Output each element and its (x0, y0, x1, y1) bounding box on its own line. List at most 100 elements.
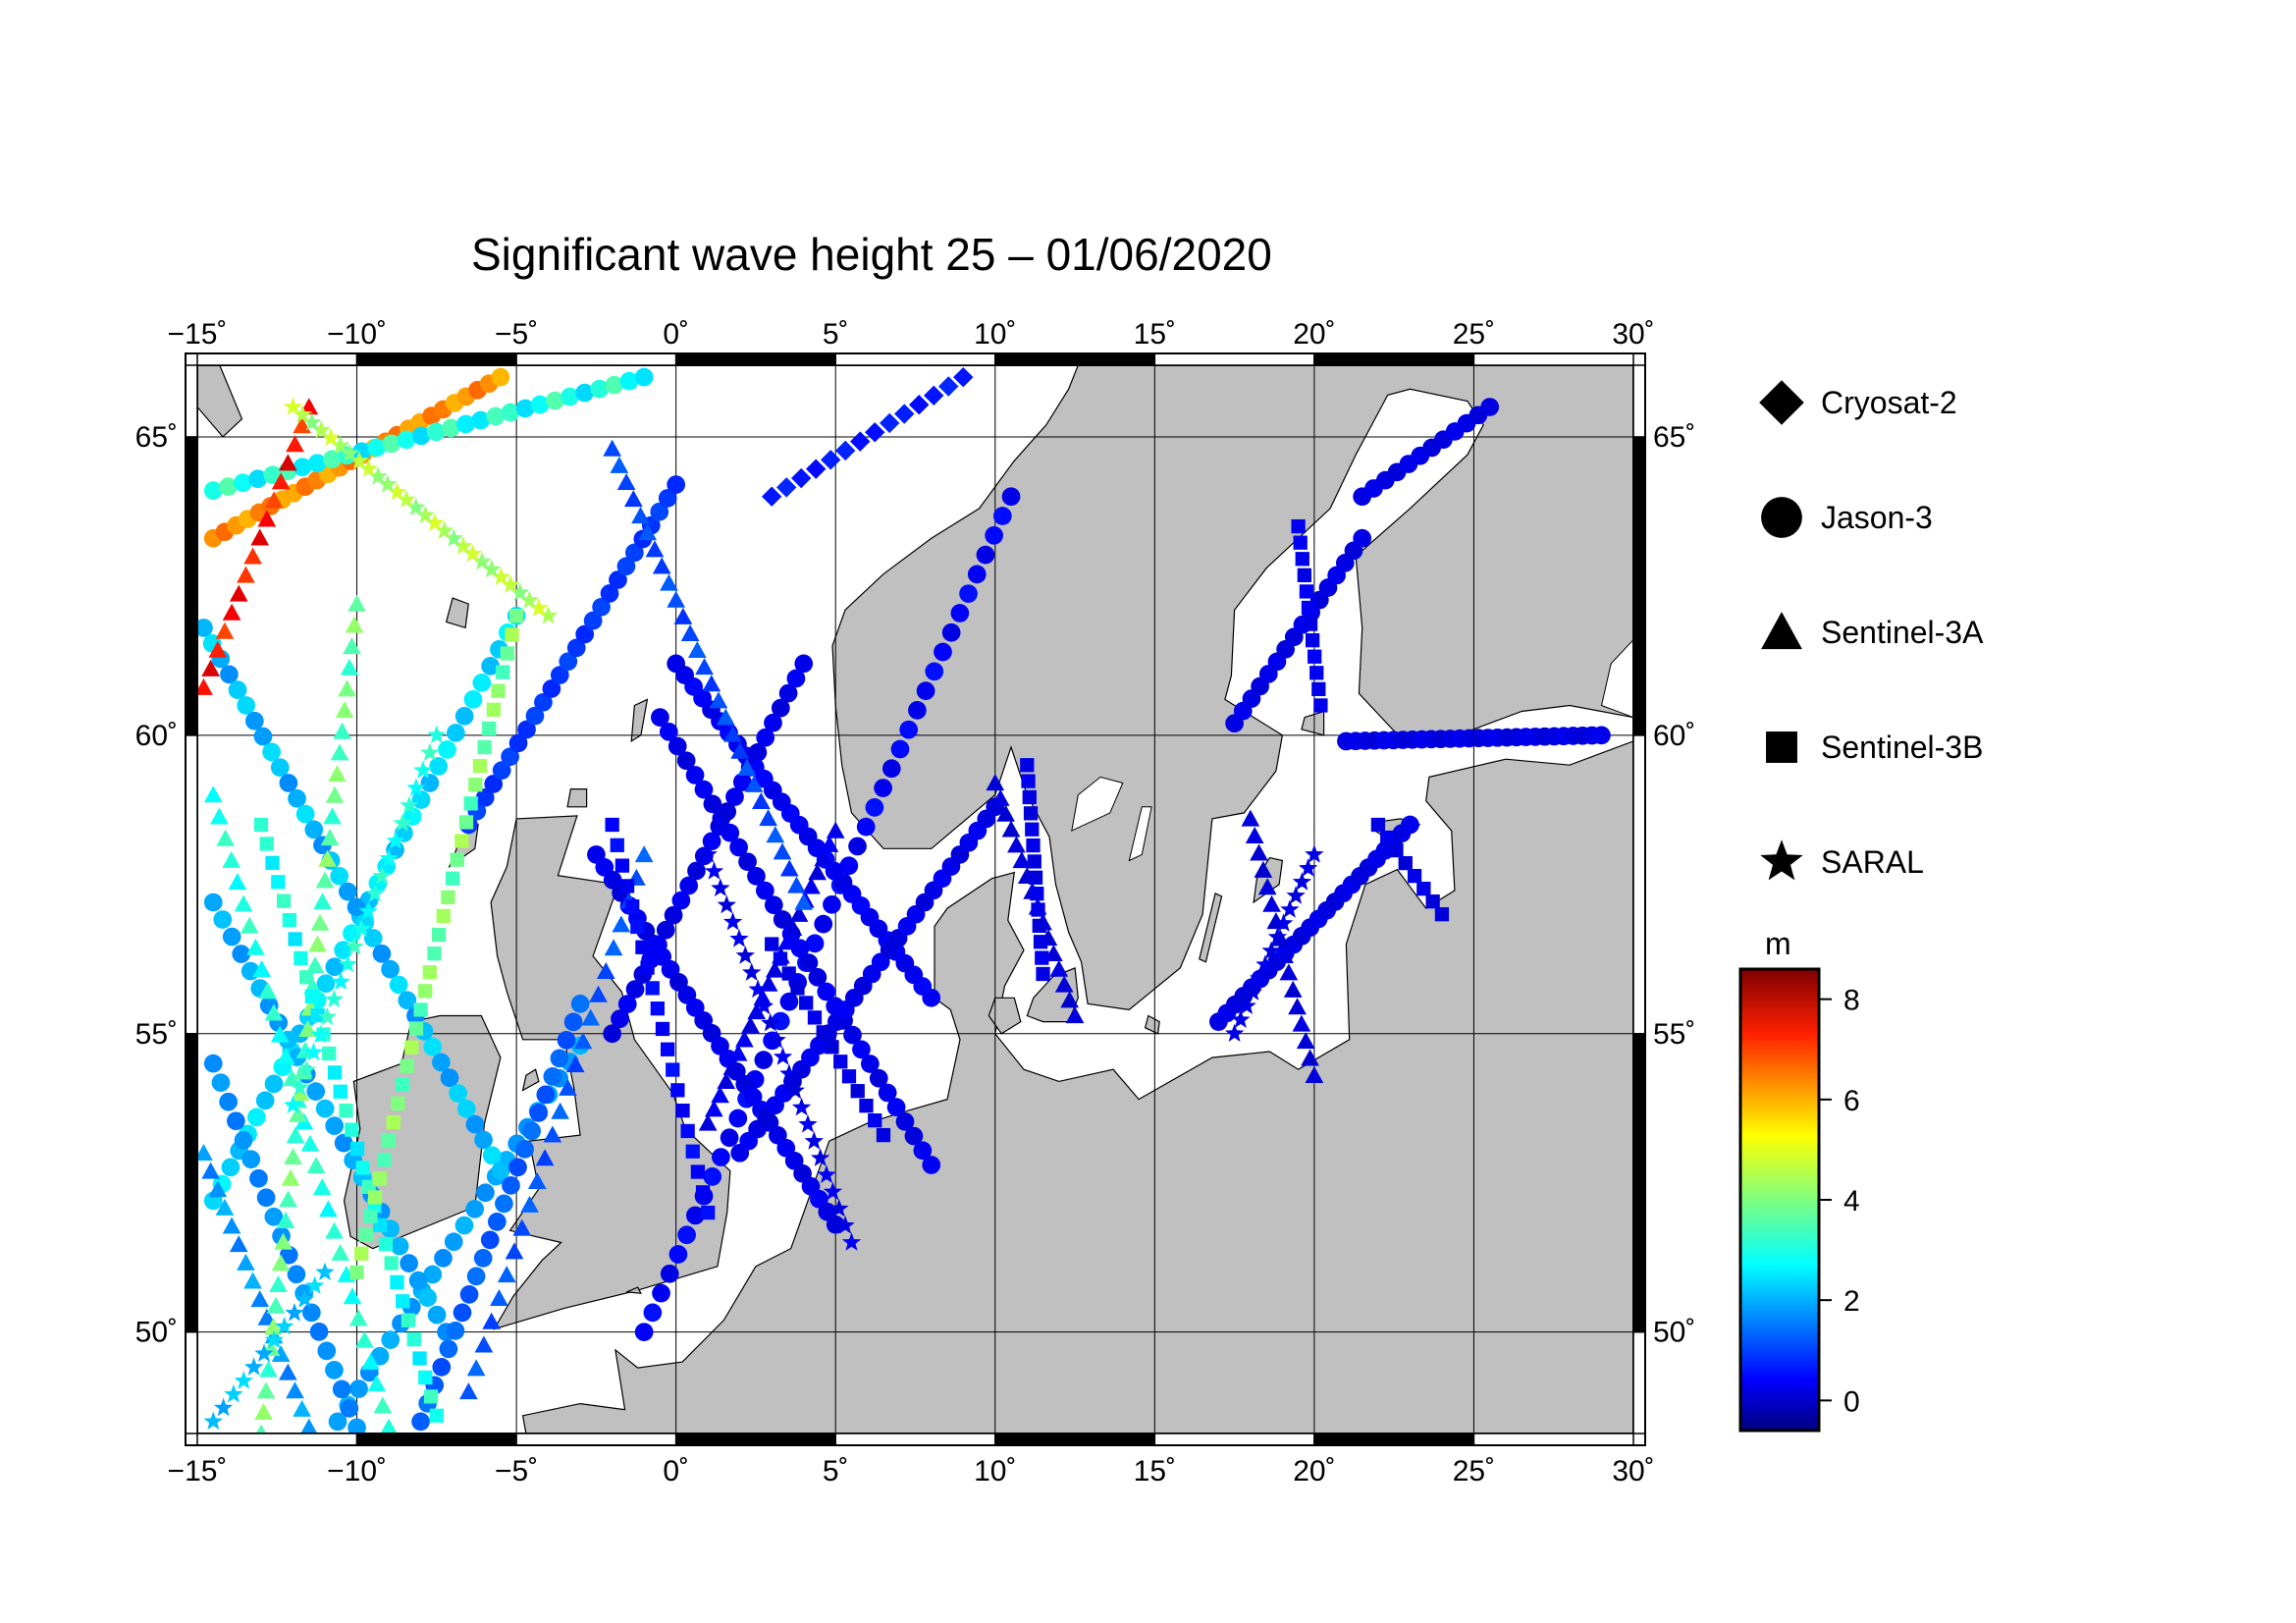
data-point (439, 1339, 458, 1359)
data-point (259, 837, 274, 851)
data-point (711, 878, 730, 896)
data-point (1295, 552, 1309, 567)
data-point (378, 1236, 394, 1252)
data-point (474, 1130, 493, 1150)
vanern-lake (1071, 776, 1124, 832)
data-point (823, 1181, 843, 1201)
data-point (605, 817, 619, 833)
data-point (1249, 968, 1269, 987)
data-point (1028, 870, 1043, 885)
data-point (423, 1265, 443, 1284)
frame-bar-left (185, 734, 198, 1035)
data-point (804, 1131, 824, 1150)
data-point (1273, 913, 1294, 932)
data-point (288, 788, 306, 808)
data-point (427, 1305, 447, 1325)
data-point (852, 1040, 871, 1059)
data-point (330, 866, 349, 886)
lon-tick-label-top: −15˚ (168, 318, 228, 351)
data-point (472, 674, 492, 692)
data-point (300, 1418, 318, 1434)
data-point (432, 1053, 451, 1072)
data-point (656, 920, 675, 940)
frame-bar-bottom (834, 1433, 996, 1446)
frame-bar-bottom (196, 1433, 358, 1446)
data-point (254, 1402, 273, 1420)
data-point (660, 1042, 675, 1056)
data-point (390, 1236, 409, 1256)
data-point (664, 905, 683, 925)
colorbar-tick-label: 0 (1843, 1385, 1860, 1418)
data-point (481, 656, 500, 676)
data-point (387, 482, 407, 501)
colorbar-gradient (1738, 967, 1821, 1433)
data-point (228, 873, 247, 891)
map-frame: −15˚ −15˚ −10˚ −10˚ −5˚ −5˚ 0˚ 0˚ 5˚ 5˚ 10˚ 10˚ 15˚ 1… (135, 318, 1696, 1488)
data-point (675, 1103, 690, 1118)
data-point (990, 788, 1010, 806)
data-point (1012, 851, 1032, 869)
data-point (477, 739, 492, 755)
data-point (732, 773, 752, 791)
data-point (566, 638, 586, 658)
data-point (420, 774, 440, 792)
data-point (454, 1216, 474, 1235)
data-point (728, 1109, 748, 1128)
data-point (327, 1065, 343, 1080)
series-sentinel-3a (197, 398, 1324, 1434)
data-point (874, 779, 892, 797)
data-point (563, 1012, 583, 1032)
data-point (835, 440, 856, 461)
data-point (380, 1418, 398, 1434)
data-point (312, 1178, 332, 1196)
data-point (305, 1275, 325, 1294)
data-point (293, 458, 312, 477)
data-point (331, 1243, 350, 1261)
data-point (650, 1001, 665, 1016)
data-point (480, 1230, 500, 1250)
data-point (660, 573, 678, 591)
data-point (1267, 927, 1288, 946)
data-point (391, 1096, 405, 1111)
data-point (635, 940, 650, 954)
data-point (729, 929, 749, 947)
data-point (247, 1108, 266, 1127)
data-point (986, 774, 1005, 791)
data-point (333, 722, 351, 739)
data-point (222, 927, 241, 947)
data-point (761, 1013, 780, 1032)
data-point (1044, 944, 1063, 961)
data-point (349, 1380, 368, 1398)
data-point (349, 1265, 364, 1280)
data-point (734, 1030, 754, 1048)
data-point (300, 1134, 320, 1152)
data-point (339, 882, 357, 901)
data-point (442, 418, 460, 438)
data-point (778, 683, 798, 703)
data-point (1026, 838, 1041, 853)
data-point (1292, 1014, 1311, 1032)
data-point (237, 1253, 255, 1271)
data-point (709, 691, 728, 709)
data-point (466, 1267, 486, 1286)
data-point (1241, 809, 1260, 827)
data-point (543, 1125, 562, 1143)
data-point (651, 708, 669, 727)
satellite-points (197, 366, 1611, 1434)
data-point (535, 1149, 555, 1166)
data-point (462, 544, 483, 563)
data-point (317, 1006, 338, 1026)
shetland-land (630, 698, 649, 743)
lon-tick-label-top: 0˚ (663, 318, 689, 351)
data-point (652, 557, 671, 574)
data-point (589, 985, 608, 1002)
data-point (1313, 698, 1328, 713)
data-point (811, 1148, 830, 1166)
data-point (444, 528, 463, 547)
data-point (677, 1225, 696, 1245)
data-point (1305, 633, 1320, 648)
data-point (1231, 1009, 1251, 1028)
data-point (406, 1331, 421, 1347)
data-point (305, 956, 325, 974)
data-point (790, 981, 805, 996)
